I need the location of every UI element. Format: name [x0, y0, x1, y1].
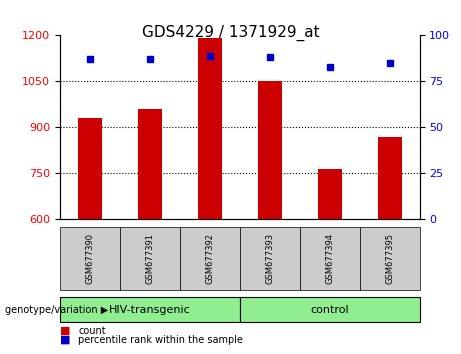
Text: count: count	[78, 326, 106, 336]
Text: HIV-transgenic: HIV-transgenic	[109, 305, 191, 315]
Text: GSM677393: GSM677393	[265, 233, 274, 284]
Bar	[258, 81, 282, 219]
Text: control: control	[310, 305, 349, 315]
Text: ■: ■	[60, 326, 71, 336]
Text: GSM677395: GSM677395	[385, 233, 394, 284]
Bar	[78, 118, 102, 219]
Text: GSM677391: GSM677391	[145, 233, 154, 284]
Bar	[138, 109, 162, 219]
Text: GSM677392: GSM677392	[205, 233, 214, 284]
Text: percentile rank within the sample: percentile rank within the sample	[78, 335, 243, 345]
Bar	[378, 137, 402, 219]
Text: genotype/variation ▶: genotype/variation ▶	[5, 305, 108, 315]
Text: GDS4229 / 1371929_at: GDS4229 / 1371929_at	[142, 25, 319, 41]
Bar	[318, 169, 342, 219]
Text: GSM677390: GSM677390	[85, 233, 95, 284]
Text: ■: ■	[60, 335, 71, 345]
Text: GSM677394: GSM677394	[325, 233, 334, 284]
Bar	[198, 39, 222, 219]
